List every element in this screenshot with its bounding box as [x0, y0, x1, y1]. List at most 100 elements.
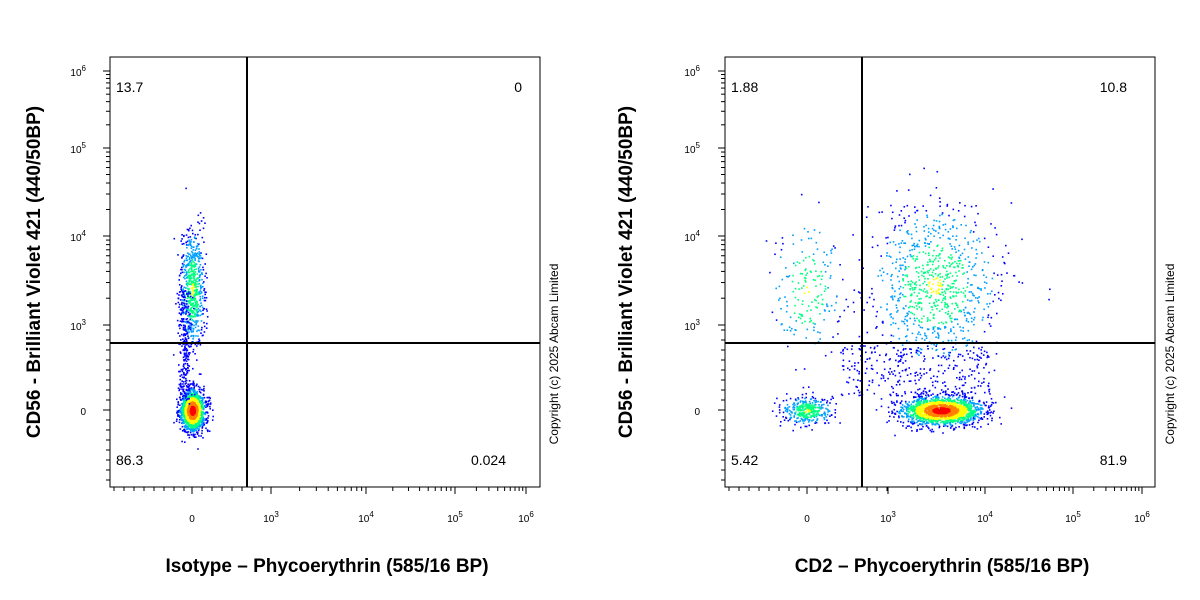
event-dot — [900, 400, 903, 402]
event-dot — [938, 419, 940, 422]
event-dot — [773, 402, 776, 404]
event-dot — [958, 414, 961, 416]
event-dot — [935, 395, 938, 397]
event-dot — [931, 414, 934, 417]
event-dot — [903, 416, 905, 418]
event-dot — [192, 348, 195, 351]
event-dot — [805, 408, 807, 410]
event-dot — [201, 397, 203, 400]
event-dot — [188, 280, 190, 282]
event-dot — [959, 406, 962, 408]
event-dot — [194, 433, 196, 436]
event-dot — [950, 417, 952, 419]
event-dot — [186, 354, 188, 356]
event-dot — [923, 400, 925, 402]
event-dot — [931, 423, 934, 426]
event-dot — [911, 417, 913, 419]
event-dot — [183, 307, 186, 309]
event-dot — [936, 419, 938, 422]
event-dot — [967, 415, 970, 417]
event-dot — [963, 423, 965, 425]
event-dot — [189, 276, 192, 278]
event-dot — [801, 411, 804, 414]
event-dot — [185, 266, 187, 269]
event-dot — [175, 303, 177, 305]
event-dot — [193, 391, 195, 394]
event-dot — [926, 400, 928, 403]
event-dot — [192, 429, 195, 431]
event-dot — [816, 418, 819, 420]
event-dot — [916, 429, 918, 431]
event-dot — [190, 345, 192, 347]
event-dot — [192, 327, 194, 330]
event-dot — [803, 416, 806, 418]
event-dot — [924, 416, 926, 418]
event-dot — [196, 395, 198, 398]
event-dot — [916, 398, 919, 401]
event-dot — [205, 411, 207, 414]
event-dot — [206, 396, 208, 399]
event-dot — [808, 413, 811, 416]
event-dot — [187, 356, 190, 358]
event-dot — [194, 259, 196, 262]
event-dot — [195, 422, 197, 425]
event-dot — [195, 245, 198, 248]
event-dot — [187, 427, 190, 430]
event-dot — [917, 424, 919, 427]
event-dot — [198, 395, 201, 397]
event-dot — [187, 385, 190, 388]
event-dot — [193, 266, 195, 268]
event-dot — [946, 402, 949, 405]
event-dot — [936, 410, 939, 413]
event-dot — [937, 399, 940, 401]
event-dot — [187, 337, 190, 340]
event-dot — [990, 411, 993, 413]
event-dot — [178, 383, 181, 386]
event-dot — [186, 328, 189, 331]
event-dot — [813, 404, 816, 407]
event-dot — [201, 429, 203, 432]
event-dot — [179, 382, 182, 385]
event-dot — [189, 253, 191, 256]
event-dot — [186, 355, 188, 358]
event-dot — [936, 414, 939, 417]
event-dot — [176, 410, 179, 413]
event-dot — [192, 273, 195, 276]
event-dot — [197, 396, 200, 398]
event-dot — [187, 255, 190, 258]
event-dot — [945, 398, 947, 401]
event-dot — [972, 417, 975, 419]
event-dot — [941, 396, 944, 398]
event-dot — [182, 328, 185, 331]
event-dot — [207, 403, 209, 405]
event-dot — [183, 304, 186, 307]
event-dot — [202, 398, 204, 400]
event-dot — [962, 414, 964, 416]
event-dot — [839, 422, 841, 424]
event-dot — [982, 401, 985, 404]
event-dot — [911, 419, 913, 421]
event-dot — [925, 410, 927, 412]
event-dot — [929, 408, 932, 411]
event-dot — [916, 421, 918, 424]
event-dot — [939, 404, 941, 407]
event-dot — [910, 420, 913, 423]
event-dot — [964, 403, 967, 405]
event-dot — [918, 403, 921, 406]
event-dot — [976, 406, 978, 408]
event-dot — [181, 376, 184, 379]
event-dot — [916, 404, 918, 407]
event-dot — [199, 297, 202, 300]
event-dot — [975, 409, 978, 412]
event-dot — [813, 412, 815, 414]
event-dot — [185, 408, 188, 411]
event-dot — [181, 425, 184, 428]
event-dot — [197, 424, 200, 426]
event-dot — [180, 339, 182, 341]
event-dot — [789, 418, 791, 421]
event-dot — [959, 415, 962, 417]
event-dot — [923, 420, 926, 423]
event-dot — [953, 419, 955, 421]
event-dot — [796, 407, 798, 409]
event-dot — [185, 373, 187, 376]
